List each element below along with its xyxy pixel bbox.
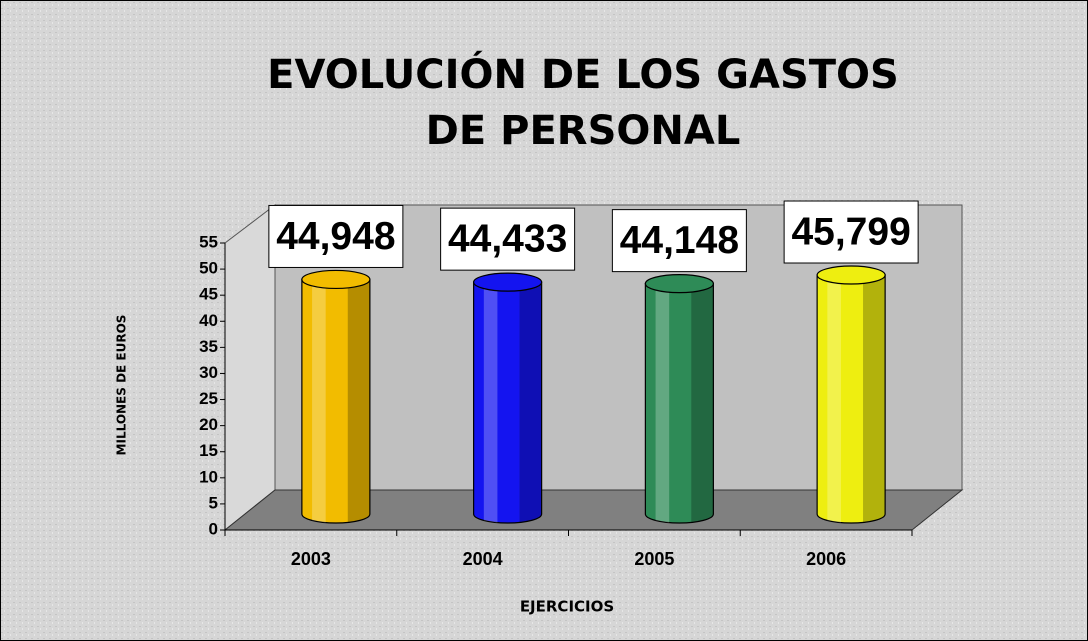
bar-light <box>827 275 841 523</box>
bar-top <box>816 265 886 285</box>
value-label: 45,799 <box>791 210 910 253</box>
y-tick-label: 55 <box>199 232 218 251</box>
value-label: 44,433 <box>448 217 567 260</box>
value-label-box <box>440 207 576 271</box>
y-tick-label: 20 <box>199 415 218 434</box>
bar-top <box>473 272 543 292</box>
bar-shade <box>347 279 370 523</box>
bar-light <box>312 279 326 523</box>
value-label-box <box>611 209 747 273</box>
y-tick-label: 35 <box>199 337 218 356</box>
y-axis-title: MILLONES DE EUROS <box>115 315 129 456</box>
chart-title: EVOLUCIÓN DE LOS GASTOS <box>267 50 899 98</box>
bar-light <box>483 282 498 523</box>
bar-top <box>301 269 371 290</box>
value-label-box <box>783 200 919 264</box>
x-axis-title: EJERCICIOS <box>520 598 614 616</box>
side-wall <box>224 203 276 532</box>
x-tick-label: 2004 <box>463 549 503 569</box>
y-tick-label: 10 <box>199 467 218 486</box>
value-label-box <box>268 204 404 268</box>
y-tick-label: 5 <box>209 493 218 512</box>
bar-shade <box>519 282 542 523</box>
y-tick-label: 40 <box>199 311 218 330</box>
y-tick-label: 0 <box>209 519 218 538</box>
chart-title: DE PERSONAL <box>426 108 741 154</box>
bar-shade <box>863 275 886 523</box>
bar <box>644 283 714 524</box>
bar-top <box>644 274 714 294</box>
y-tick-label: 50 <box>199 259 218 278</box>
bar <box>816 274 886 524</box>
x-tick-label: 2005 <box>634 549 674 569</box>
y-tick-label: 30 <box>199 363 218 382</box>
x-tick-label: 2006 <box>806 549 846 569</box>
bar <box>473 281 543 524</box>
value-label: 44,148 <box>620 219 739 262</box>
y-tick-label: 45 <box>199 285 218 304</box>
y-tick-label: 25 <box>199 389 218 408</box>
value-label: 44,948 <box>276 215 395 258</box>
x-tick-label: 2003 <box>291 549 331 569</box>
bar-light <box>655 283 670 523</box>
bar <box>301 278 371 524</box>
y-tick-label: 15 <box>199 441 218 460</box>
bar-shade <box>691 283 714 523</box>
